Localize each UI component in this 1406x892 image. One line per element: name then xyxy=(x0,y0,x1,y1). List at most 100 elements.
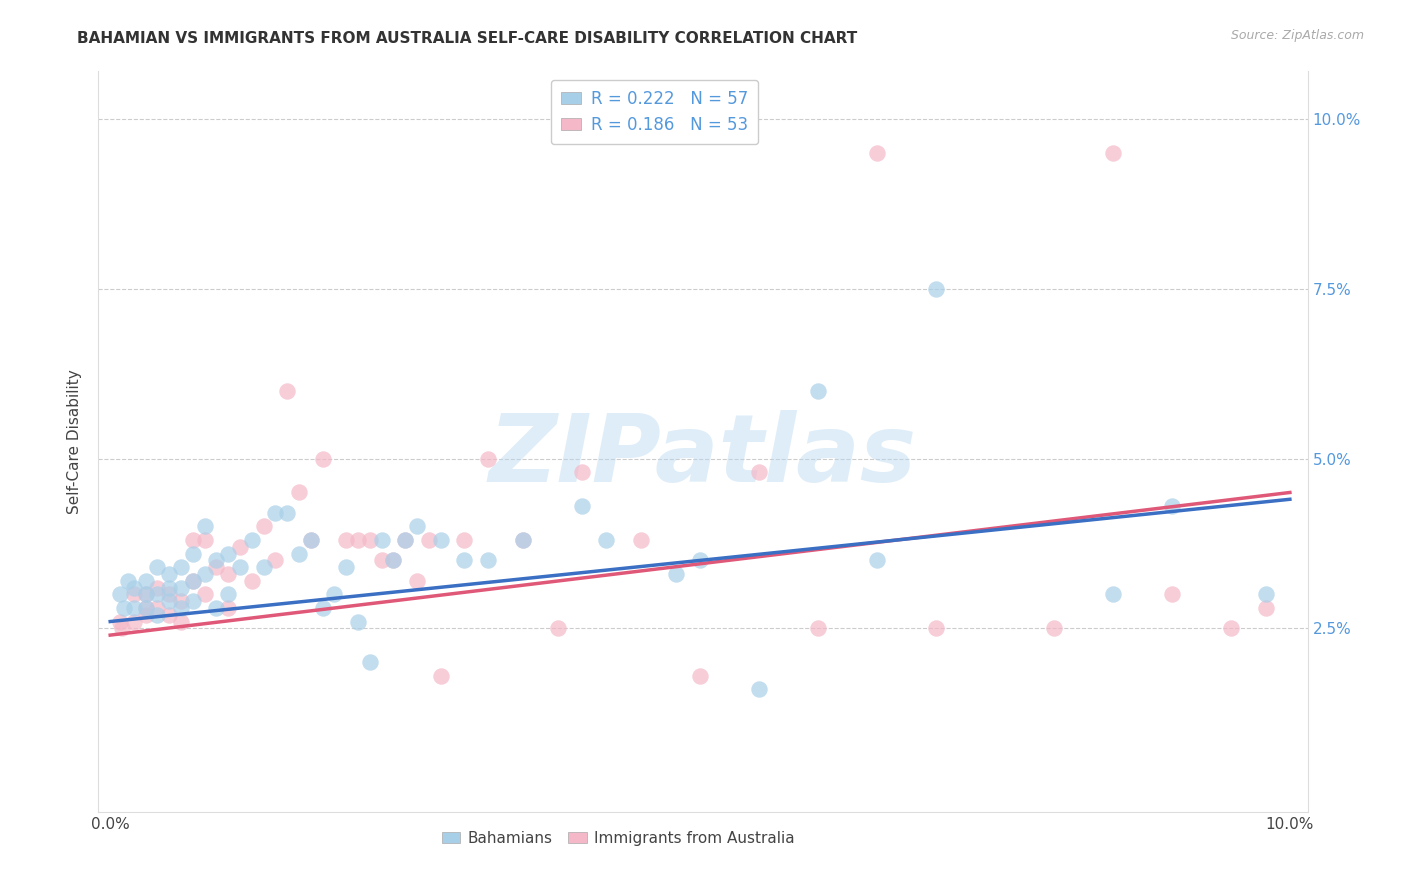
Bahamians xyxy=(595,533,617,547)
Bahamians xyxy=(866,553,889,567)
Immigrants from Australia xyxy=(122,587,145,601)
Immigrants from Australia xyxy=(418,533,440,547)
Text: BAHAMIAN VS IMMIGRANTS FROM AUSTRALIA SELF-CARE DISABILITY CORRELATION CHART: BAHAMIAN VS IMMIGRANTS FROM AUSTRALIA SE… xyxy=(77,31,858,46)
Bahamians xyxy=(571,499,593,513)
Bahamians xyxy=(288,547,311,561)
Immigrants from Australia xyxy=(512,533,534,547)
Immigrants from Australia xyxy=(689,669,711,683)
Y-axis label: Self-Care Disability: Self-Care Disability xyxy=(67,369,83,514)
Bahamians xyxy=(170,560,193,574)
Legend: Bahamians, Immigrants from Australia: Bahamians, Immigrants from Australia xyxy=(436,825,801,852)
Bahamians xyxy=(170,601,193,615)
Bahamians xyxy=(157,566,180,581)
Immigrants from Australia xyxy=(181,574,204,588)
Immigrants from Australia xyxy=(111,621,134,635)
Immigrants from Australia xyxy=(406,574,429,588)
Bahamians xyxy=(217,587,239,601)
Bahamians xyxy=(157,581,180,595)
Bahamians xyxy=(512,533,534,547)
Bahamians xyxy=(217,547,239,561)
Bahamians xyxy=(135,601,157,615)
Immigrants from Australia xyxy=(311,451,333,466)
Bahamians xyxy=(146,607,169,622)
Immigrants from Australia xyxy=(453,533,475,547)
Bahamians xyxy=(194,519,217,533)
Bahamians xyxy=(276,506,298,520)
Bahamians xyxy=(170,581,193,595)
Immigrants from Australia xyxy=(571,465,593,479)
Immigrants from Australia xyxy=(217,601,239,615)
Immigrants from Australia xyxy=(477,451,499,466)
Immigrants from Australia xyxy=(925,621,948,635)
Immigrants from Australia xyxy=(335,533,357,547)
Immigrants from Australia xyxy=(1043,621,1066,635)
Bahamians xyxy=(135,574,157,588)
Bahamians xyxy=(1256,587,1278,601)
Bahamians xyxy=(299,533,322,547)
Bahamians xyxy=(689,553,711,567)
Bahamians xyxy=(665,566,688,581)
Bahamians xyxy=(146,587,169,601)
Bahamians xyxy=(264,506,287,520)
Immigrants from Australia xyxy=(429,669,451,683)
Bahamians xyxy=(240,533,263,547)
Immigrants from Australia xyxy=(157,607,180,622)
Immigrants from Australia xyxy=(370,553,392,567)
Immigrants from Australia xyxy=(157,587,180,601)
Bahamians xyxy=(370,533,392,547)
Immigrants from Australia xyxy=(382,553,405,567)
Bahamians xyxy=(359,655,381,669)
Immigrants from Australia xyxy=(108,615,131,629)
Bahamians xyxy=(323,587,346,601)
Immigrants from Australia xyxy=(122,615,145,629)
Immigrants from Australia xyxy=(359,533,381,547)
Immigrants from Australia xyxy=(1256,601,1278,615)
Bahamians xyxy=(181,547,204,561)
Bahamians xyxy=(146,560,169,574)
Immigrants from Australia xyxy=(866,145,889,160)
Bahamians xyxy=(181,594,204,608)
Bahamians xyxy=(925,282,948,296)
Bahamians xyxy=(181,574,204,588)
Bahamians xyxy=(122,581,145,595)
Immigrants from Australia xyxy=(748,465,770,479)
Bahamians xyxy=(394,533,416,547)
Bahamians xyxy=(252,560,274,574)
Bahamians xyxy=(406,519,429,533)
Immigrants from Australia xyxy=(170,615,193,629)
Immigrants from Australia xyxy=(288,485,311,500)
Immigrants from Australia xyxy=(264,553,287,567)
Bahamians xyxy=(205,601,228,615)
Immigrants from Australia xyxy=(135,601,157,615)
Immigrants from Australia xyxy=(299,533,322,547)
Immigrants from Australia xyxy=(181,533,204,547)
Bahamians xyxy=(108,587,131,601)
Bahamians xyxy=(429,533,451,547)
Immigrants from Australia xyxy=(194,533,217,547)
Immigrants from Australia xyxy=(630,533,652,547)
Bahamians xyxy=(748,682,770,697)
Text: ZIPatlas: ZIPatlas xyxy=(489,410,917,502)
Immigrants from Australia xyxy=(1219,621,1241,635)
Immigrants from Australia xyxy=(194,587,217,601)
Immigrants from Australia xyxy=(170,594,193,608)
Immigrants from Australia xyxy=(547,621,569,635)
Bahamians xyxy=(335,560,357,574)
Bahamians xyxy=(229,560,252,574)
Immigrants from Australia xyxy=(217,566,239,581)
Bahamians xyxy=(194,566,217,581)
Immigrants from Australia xyxy=(252,519,274,533)
Text: Source: ZipAtlas.com: Source: ZipAtlas.com xyxy=(1230,29,1364,42)
Immigrants from Australia xyxy=(146,601,169,615)
Bahamians xyxy=(205,553,228,567)
Bahamians xyxy=(477,553,499,567)
Bahamians xyxy=(311,601,333,615)
Immigrants from Australia xyxy=(135,607,157,622)
Bahamians xyxy=(122,601,145,615)
Bahamians xyxy=(347,615,370,629)
Bahamians xyxy=(1161,499,1184,513)
Bahamians xyxy=(807,384,830,398)
Bahamians xyxy=(453,553,475,567)
Bahamians xyxy=(157,594,180,608)
Bahamians xyxy=(1102,587,1125,601)
